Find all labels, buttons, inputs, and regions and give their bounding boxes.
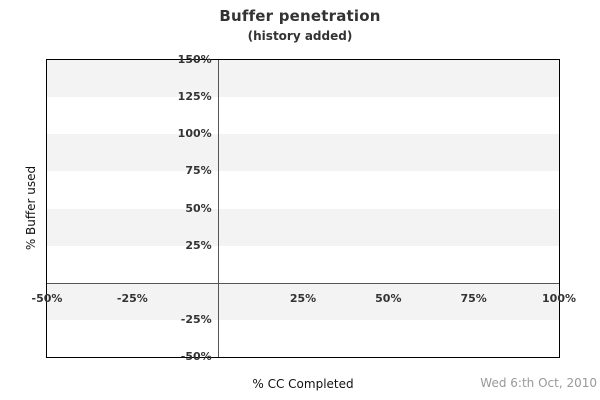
x-tick-label: 25% — [289, 291, 317, 305]
y-tick-label: 125% — [177, 90, 212, 104]
y-tick-label: 150% — [177, 53, 212, 66]
grid-band — [47, 171, 559, 209]
grid-band — [47, 208, 559, 246]
x-zero-line — [47, 282, 559, 284]
y-tick-label: 50% — [185, 201, 212, 215]
x-tick-label: 50% — [375, 291, 402, 305]
y-tick-label: 75% — [185, 164, 212, 178]
grid-band — [47, 319, 559, 357]
x-tick-label: 75% — [460, 291, 487, 305]
grid-band — [47, 134, 559, 172]
date-stamp: Wed 6:th Oct, 2010 — [480, 376, 597, 390]
chart-subtitle: (history added) — [247, 29, 353, 43]
grid-band — [47, 282, 559, 320]
y-tick-label: 100% — [177, 127, 212, 141]
plot-area: 150% 125% 100% 75% 50% 25% -25% -50% -50% -25% 25… — [32, 54, 576, 363]
grid-band — [47, 245, 559, 283]
y-zero-line — [217, 60, 219, 357]
chart-title: Buffer penetration — [219, 7, 381, 25]
y-axis-title: % Buffer used — [24, 165, 38, 251]
grid-band — [47, 97, 559, 135]
y-tick-label: -50% — [180, 350, 212, 363]
x-tick-label: -50% — [31, 291, 63, 305]
grid-band — [47, 60, 559, 98]
x-axis-title: % CC Completed — [252, 377, 354, 391]
x-tick-label: -25% — [116, 291, 148, 305]
x-tick-label: 100% — [542, 291, 576, 305]
y-tick-label: 25% — [185, 238, 212, 252]
y-tick-label: -25% — [180, 312, 212, 326]
